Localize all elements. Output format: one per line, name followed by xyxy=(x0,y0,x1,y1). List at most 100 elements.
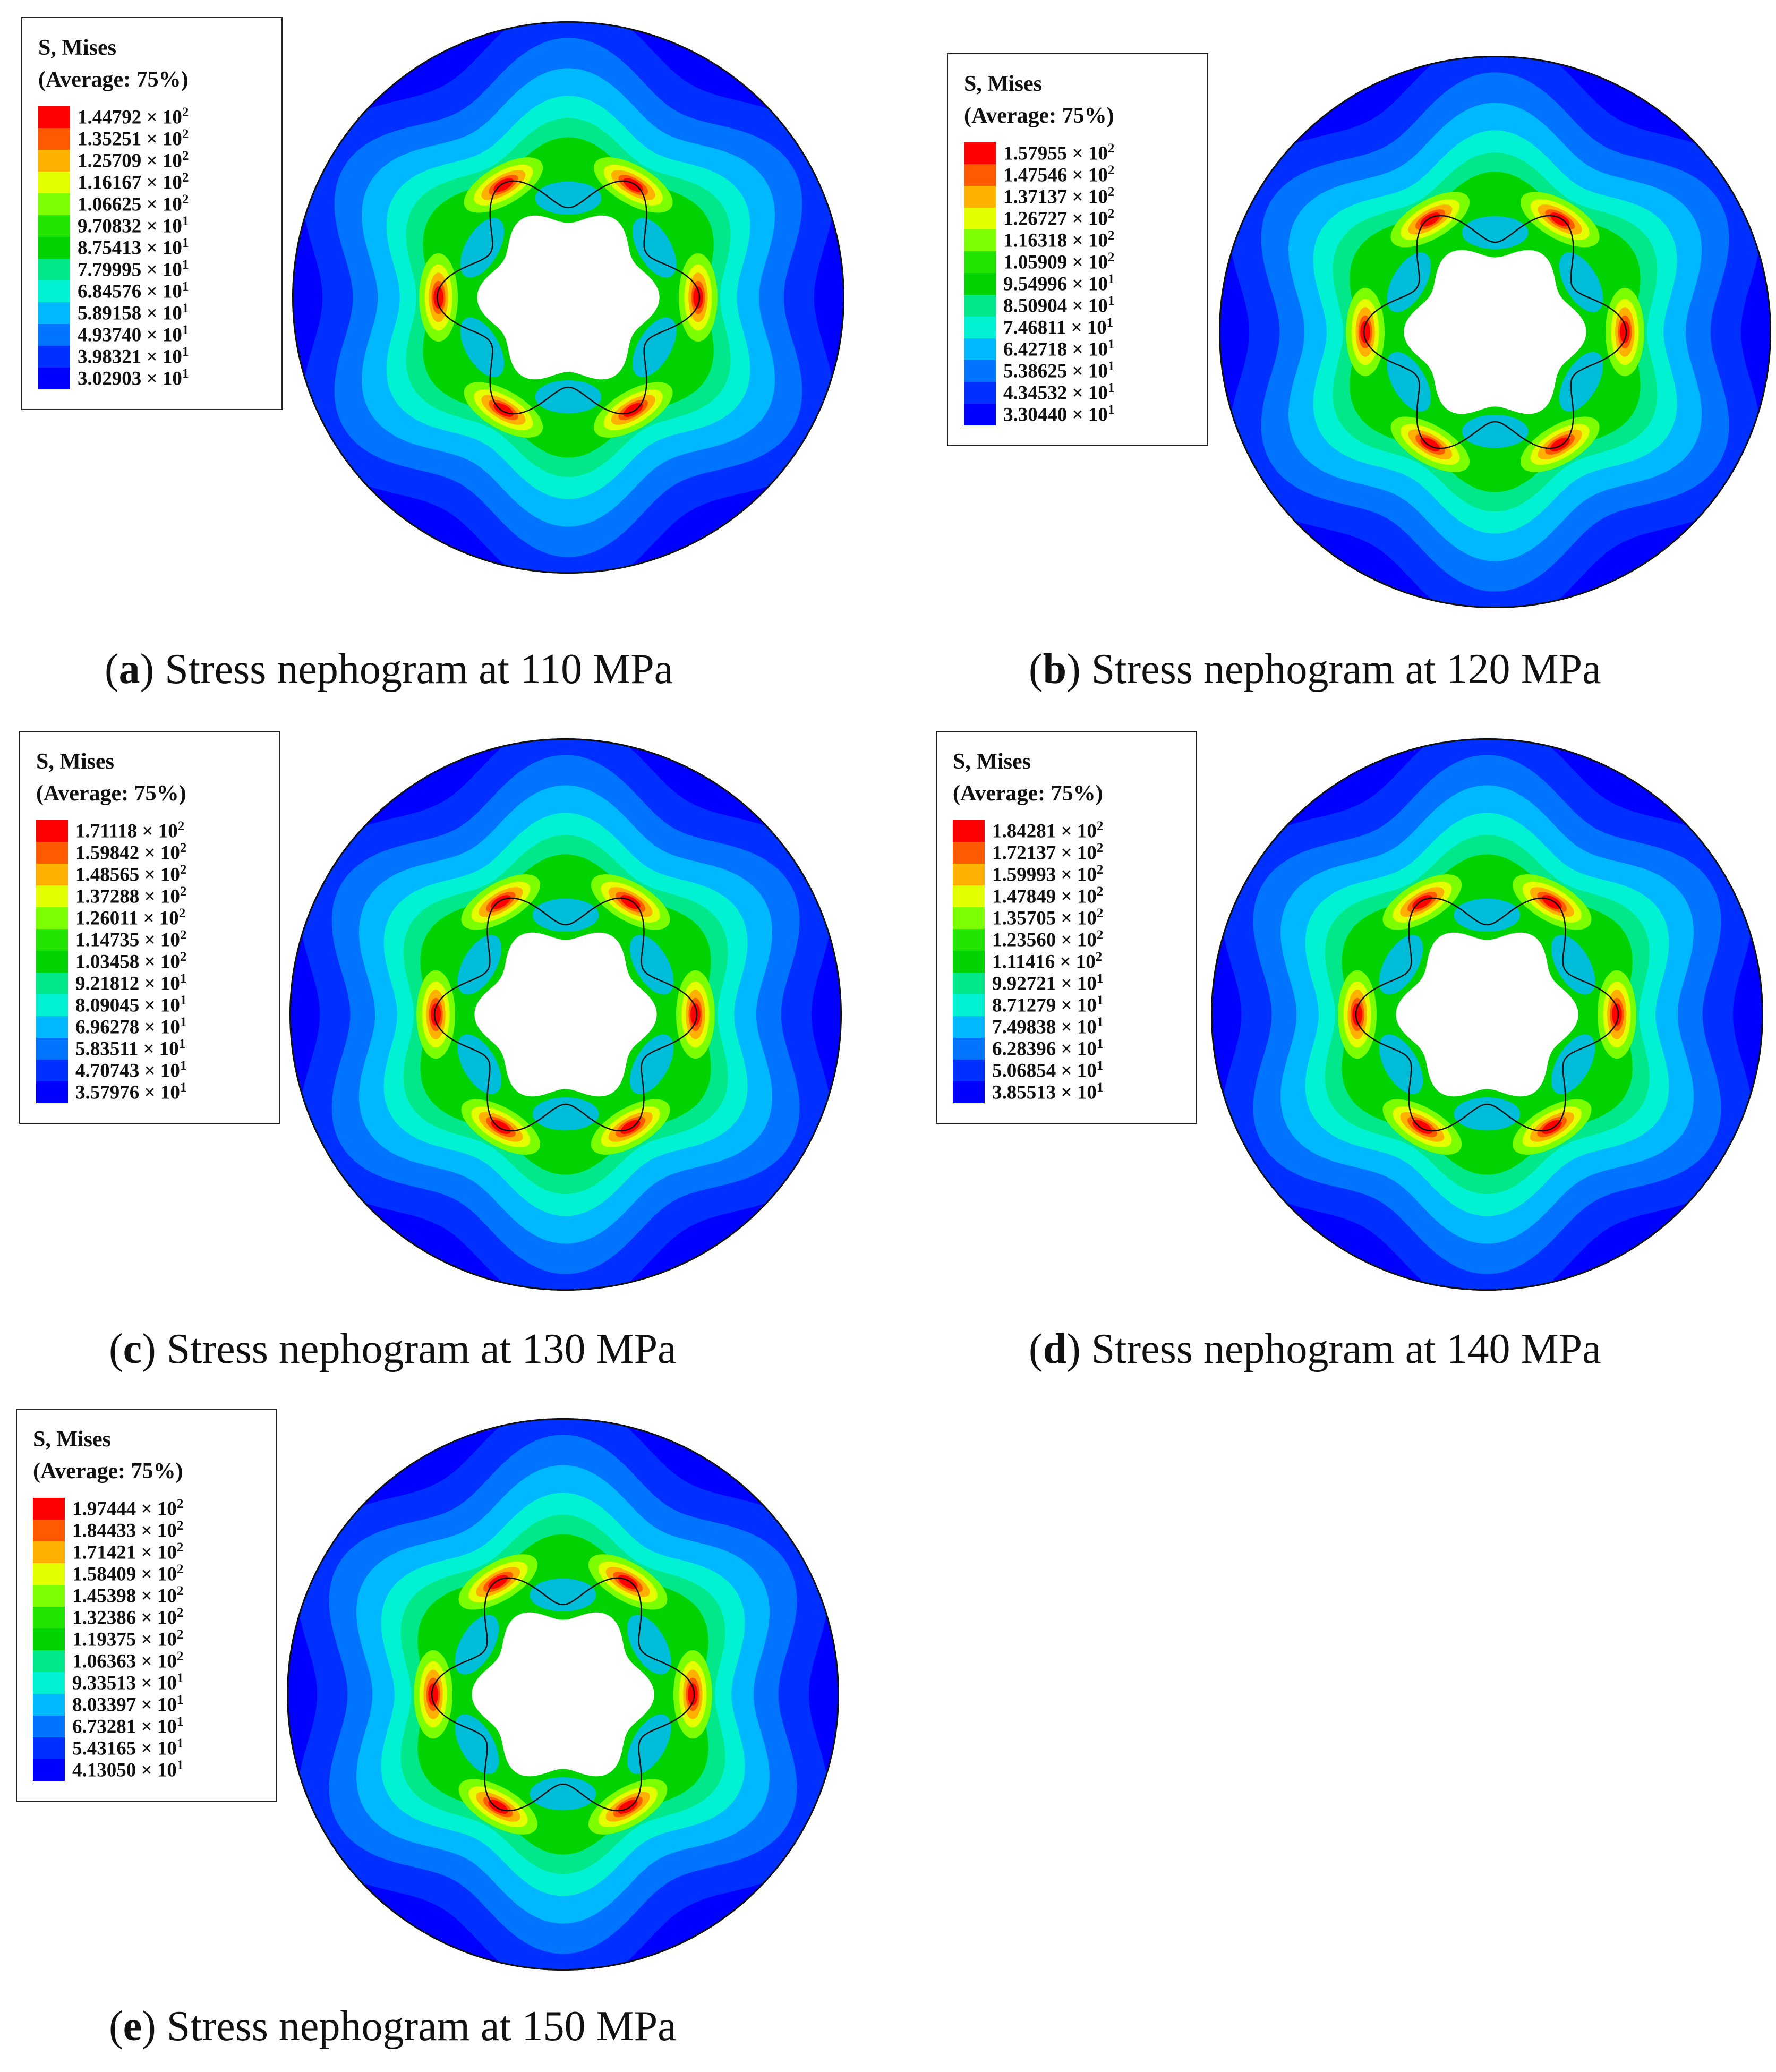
panel-caption: (d) Stress nephogram at 140 MPa xyxy=(1029,1326,1601,1372)
legend-value: 1.37137 × 102 xyxy=(1003,185,1114,208)
legend-exponent: 1 xyxy=(182,279,189,294)
legend-mantissa: 1.35705 × 10 xyxy=(992,907,1097,930)
legend-exponent: 2 xyxy=(1096,841,1104,856)
legend-swatch xyxy=(38,346,70,368)
legend-exponent: 1 xyxy=(1096,993,1104,1008)
legend-row: 1.05909 × 102 xyxy=(964,250,1191,274)
legend-value: 1.72137 × 102 xyxy=(992,841,1103,864)
legend-value: 1.14735 × 102 xyxy=(75,928,186,951)
legend-swatch xyxy=(953,929,985,951)
legend-box: S, Mises (Average: 75%) 1.71118 × 102 1.598… xyxy=(19,731,280,1124)
legend-row: 6.73281 × 101 xyxy=(33,1715,260,1738)
legend-swatch xyxy=(33,1607,65,1628)
legend-value: 1.71421 × 102 xyxy=(72,1540,183,1564)
legend-exponent: 1 xyxy=(176,1693,184,1708)
legend-mantissa: 5.06854 × 10 xyxy=(992,1060,1097,1082)
legend-value: 8.03397 × 101 xyxy=(72,1693,183,1716)
legend-row: 3.57976 × 101 xyxy=(36,1080,263,1104)
legend-mantissa: 9.92721 × 10 xyxy=(992,973,1097,995)
legend-mantissa: 1.71421 × 10 xyxy=(72,1541,177,1564)
center-hole xyxy=(477,215,660,380)
stress-nephogram-disc xyxy=(292,21,844,574)
legend-row: 3.98321 × 101 xyxy=(38,345,266,368)
legend-swatch xyxy=(964,360,996,382)
legend-row: 5.06854 × 101 xyxy=(953,1059,1180,1082)
legend-mantissa: 1.25709 × 10 xyxy=(78,150,182,172)
legend-mantissa: 1.72137 × 10 xyxy=(992,842,1097,864)
legend-mantissa: 1.45398 × 10 xyxy=(72,1585,177,1607)
legend-row: 1.57955 × 102 xyxy=(964,141,1191,165)
legend-mantissa: 8.50904 × 10 xyxy=(1003,295,1108,317)
legend-value: 8.71279 × 101 xyxy=(992,993,1103,1017)
legend-exponent: 2 xyxy=(176,1649,184,1664)
center-hole xyxy=(1404,250,1586,414)
panel-caption: (a) Stress nephogram at 110 MPa xyxy=(105,646,673,693)
legend-row: 1.44792 × 102 xyxy=(38,105,266,129)
legend-title: S, Mises xyxy=(38,36,116,60)
legend-row: 1.06625 × 102 xyxy=(38,192,266,216)
hot-spots xyxy=(1338,874,1636,1155)
legend-swatch xyxy=(33,1520,65,1541)
legend-row: 1.71421 × 102 xyxy=(33,1540,260,1564)
legend-value: 5.83511 × 101 xyxy=(75,1037,185,1060)
legend-mantissa: 5.89158 × 10 xyxy=(78,302,182,325)
legend-mantissa: 1.06363 × 10 xyxy=(72,1650,177,1673)
legend-title: S, Mises xyxy=(36,749,114,774)
legend-exponent: 1 xyxy=(182,345,189,360)
legend-value: 7.79995 × 101 xyxy=(78,258,189,281)
legend-value: 6.28396 × 101 xyxy=(992,1037,1103,1060)
legend-row: 5.43165 × 101 xyxy=(33,1736,260,1760)
legend-exponent: 1 xyxy=(1096,1059,1104,1073)
legend-value: 6.96278 × 101 xyxy=(75,1015,186,1038)
contour-bands xyxy=(1219,56,1771,608)
legend-row: 9.54996 × 101 xyxy=(964,272,1191,295)
legend-value: 1.37288 × 102 xyxy=(75,884,186,908)
legend-value: 1.48565 × 102 xyxy=(75,863,186,886)
legend-value: 1.06363 × 102 xyxy=(72,1649,183,1673)
panel-caption: (c) Stress nephogram at 130 MPa xyxy=(109,1326,677,1372)
legend-swatch xyxy=(953,1060,985,1081)
legend-exponent: 1 xyxy=(180,1015,187,1030)
legend-swatch xyxy=(33,1498,65,1520)
legend-value: 1.19375 × 102 xyxy=(72,1627,183,1651)
legend-swatch xyxy=(33,1694,65,1716)
legend-row: 1.06363 × 102 xyxy=(33,1649,260,1673)
legend-value: 1.57955 × 102 xyxy=(1003,141,1114,165)
legend-swatch xyxy=(964,338,996,360)
center-hole xyxy=(474,932,657,1097)
legend-swatch xyxy=(964,382,996,404)
contour-bands xyxy=(289,738,842,1291)
legend-swatch xyxy=(953,1016,985,1038)
legend-exponent: 1 xyxy=(182,366,189,381)
legend-swatch xyxy=(953,1081,985,1103)
legend-title: S, Mises xyxy=(964,72,1042,96)
legend-mantissa: 4.70743 × 10 xyxy=(75,1060,180,1082)
legend-swatch xyxy=(33,1585,65,1607)
legend-value: 5.38625 × 101 xyxy=(1003,359,1114,382)
legend-mantissa: 1.37137 × 10 xyxy=(1003,186,1108,208)
legend-exponent: 2 xyxy=(176,1540,184,1555)
legend-row: 1.16318 × 102 xyxy=(964,228,1191,252)
legend-exponent: 2 xyxy=(180,928,187,943)
legend-row: 1.47849 × 102 xyxy=(953,884,1180,908)
panel-caption-text: Stress nephogram at 120 MPa xyxy=(1080,646,1601,693)
legend-swatch xyxy=(36,1016,68,1038)
legend-exponent: 2 xyxy=(1096,863,1104,877)
legend-exponent: 1 xyxy=(1096,1080,1104,1095)
legend-row: 1.35705 × 102 xyxy=(953,906,1180,930)
panel-letter: d xyxy=(1043,1326,1067,1372)
legend-mantissa: 9.70832 × 10 xyxy=(78,215,182,237)
panel-caption-text: Stress nephogram at 110 MPa xyxy=(154,646,673,693)
legend-mantissa: 5.83511 × 10 xyxy=(75,1038,179,1060)
legend-row: 1.84433 × 102 xyxy=(33,1519,260,1542)
panel-letter: b xyxy=(1043,646,1067,693)
legend-exponent: 2 xyxy=(182,105,189,120)
legend-mantissa: 1.16318 × 10 xyxy=(1003,229,1108,252)
legend-swatch xyxy=(33,1716,65,1737)
legend-mantissa: 1.57955 × 10 xyxy=(1003,142,1108,165)
legend-row: 8.71279 × 101 xyxy=(953,993,1180,1017)
center-hole xyxy=(472,1612,654,1777)
legend-value: 3.02903 × 101 xyxy=(78,366,189,390)
legend-row: 1.84281 × 102 xyxy=(953,819,1180,842)
legend-box: S, Mises (Average: 75%) 1.57955 × 102 1.475… xyxy=(947,53,1208,446)
